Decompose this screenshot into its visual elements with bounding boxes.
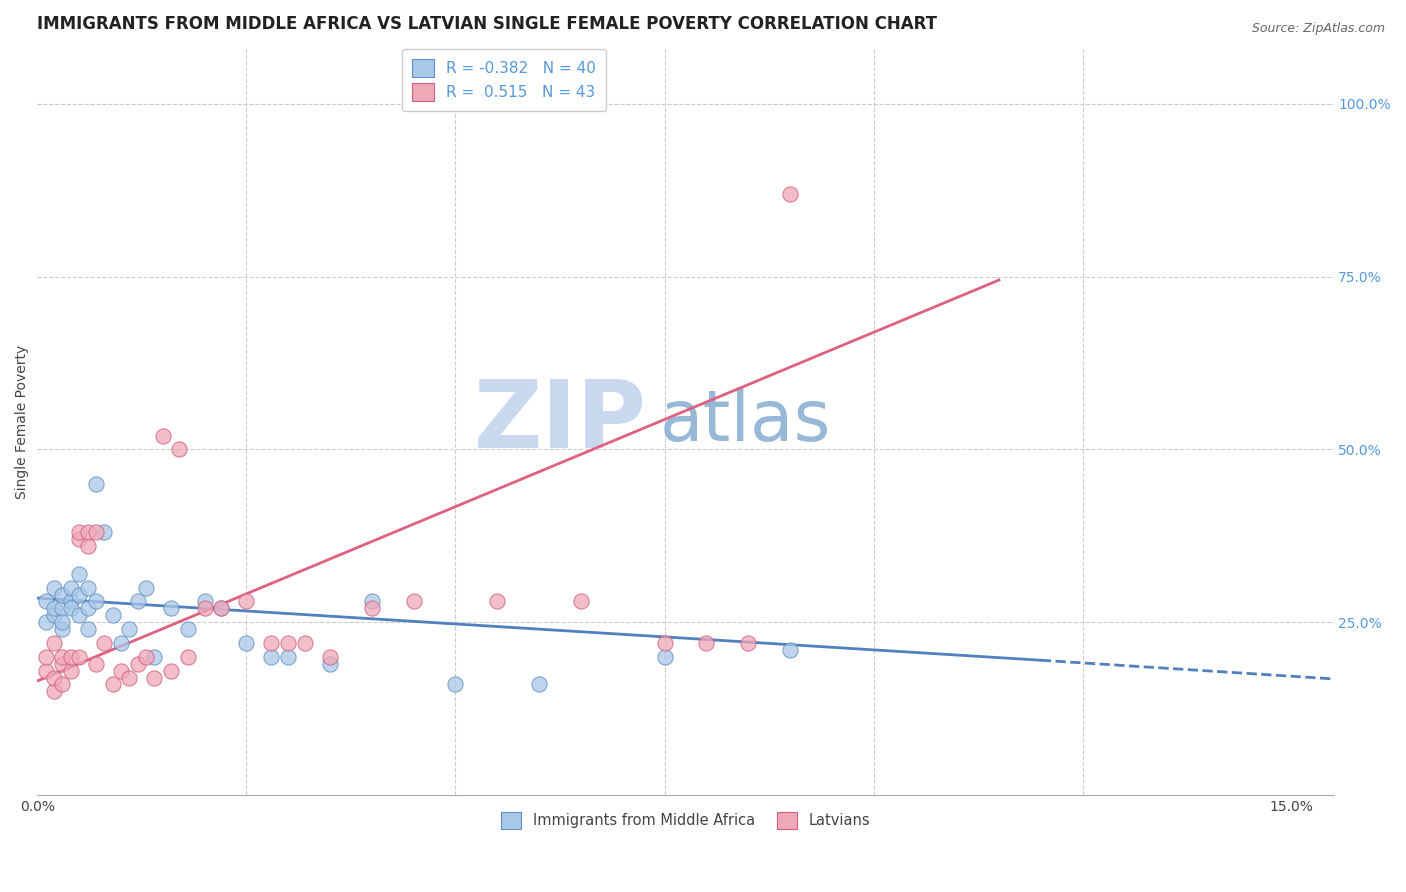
Point: [84, 657, 107, 671]
Point: [360, 601, 382, 615]
Point: [67, 608, 90, 623]
Point: [42, 671, 65, 685]
Point: [235, 594, 257, 608]
Point: [169, 442, 191, 457]
Point: [59, 581, 82, 595]
Point: [51, 622, 73, 636]
Point: [319, 657, 342, 671]
Point: [67, 525, 90, 540]
Point: [84, 477, 107, 491]
Point: [51, 615, 73, 630]
Point: [76, 539, 98, 553]
Point: [59, 601, 82, 615]
Point: [177, 622, 200, 636]
Point: [143, 671, 166, 685]
Point: [51, 601, 73, 615]
Text: atlas: atlas: [659, 387, 831, 456]
Point: [42, 684, 65, 698]
Point: [160, 664, 183, 678]
Point: [260, 649, 283, 664]
Point: [152, 428, 174, 442]
Point: [84, 594, 107, 608]
Point: [209, 601, 232, 615]
Point: [93, 636, 115, 650]
Point: [59, 594, 82, 608]
Point: [127, 594, 149, 608]
Point: [35, 594, 58, 608]
Point: [260, 636, 283, 650]
Point: [35, 615, 58, 630]
Point: [76, 525, 98, 540]
Point: [84, 525, 107, 540]
Point: [67, 566, 90, 581]
Point: [42, 601, 65, 615]
Text: IMMIGRANTS FROM MIDDLE AFRICA VS LATVIAN SINGLE FEMALE POVERTY CORRELATION CHART: IMMIGRANTS FROM MIDDLE AFRICA VS LATVIAN…: [38, 15, 938, 33]
Point: [42, 581, 65, 595]
Legend: Immigrants from Middle Africa, Latvians: Immigrants from Middle Africa, Latvians: [494, 805, 877, 837]
Text: ZIP: ZIP: [474, 376, 647, 467]
Point: [118, 671, 141, 685]
Point: [101, 677, 124, 691]
Point: [51, 657, 73, 671]
Point: [76, 581, 98, 595]
Point: [177, 649, 200, 664]
Point: [93, 525, 115, 540]
Point: [209, 601, 232, 615]
Point: [118, 622, 141, 636]
Point: [101, 608, 124, 623]
Y-axis label: Single Female Poverty: Single Female Poverty: [15, 344, 30, 499]
Point: [67, 533, 90, 547]
Point: [569, 594, 592, 608]
Point: [35, 664, 58, 678]
Point: [277, 636, 299, 650]
Point: [402, 594, 425, 608]
Point: [51, 588, 73, 602]
Point: [135, 581, 157, 595]
Point: [319, 649, 342, 664]
Point: [67, 649, 90, 664]
Point: [110, 636, 132, 650]
Point: [143, 649, 166, 664]
Point: [360, 594, 382, 608]
Point: [160, 601, 183, 615]
Point: [127, 657, 149, 671]
Point: [294, 636, 316, 650]
Point: [135, 649, 157, 664]
Point: [444, 677, 467, 691]
Point: [59, 649, 82, 664]
Point: [42, 608, 65, 623]
Point: [110, 664, 132, 678]
Point: [51, 649, 73, 664]
Point: [194, 594, 217, 608]
Point: [695, 636, 717, 650]
Point: [779, 186, 801, 201]
Point: [235, 636, 257, 650]
Point: [737, 636, 759, 650]
Point: [654, 636, 676, 650]
Point: [527, 677, 550, 691]
Point: [42, 636, 65, 650]
Point: [654, 649, 676, 664]
Point: [35, 649, 58, 664]
Point: [67, 588, 90, 602]
Point: [76, 622, 98, 636]
Point: [59, 664, 82, 678]
Text: Source: ZipAtlas.com: Source: ZipAtlas.com: [1251, 22, 1385, 36]
Point: [76, 601, 98, 615]
Point: [194, 601, 217, 615]
Point: [779, 643, 801, 657]
Point: [486, 594, 509, 608]
Point: [277, 649, 299, 664]
Point: [51, 677, 73, 691]
